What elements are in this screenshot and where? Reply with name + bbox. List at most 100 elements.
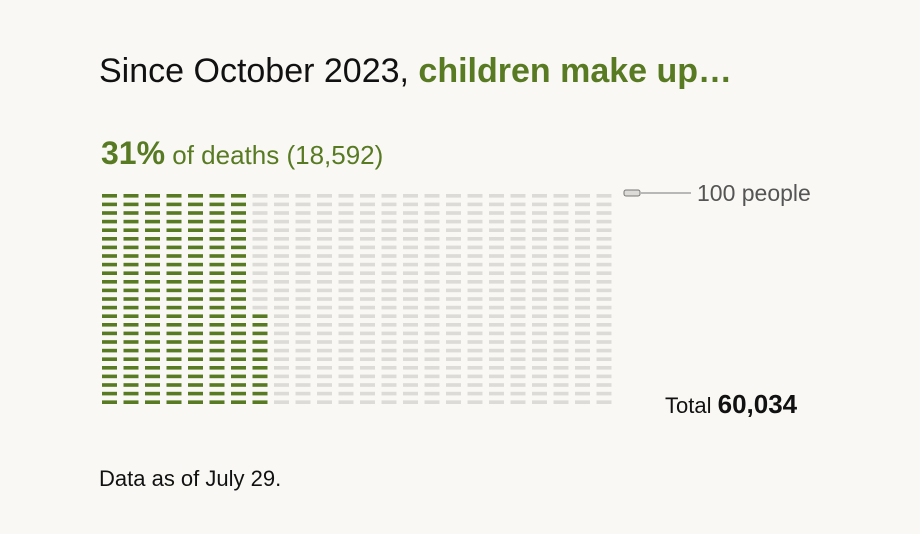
waffle-cell-other [553, 202, 569, 207]
waffle-cell-other [295, 271, 311, 275]
waffle-cell-other [596, 305, 612, 310]
subtitle-percent: 31% [101, 135, 166, 171]
waffle-cell-other [467, 314, 483, 318]
waffle-cell-other [403, 254, 418, 258]
waffle-cell-other [338, 374, 354, 379]
waffle-cell-other [467, 357, 483, 361]
waffle-cell-other [553, 366, 569, 370]
waffle-cell-other [553, 348, 569, 353]
waffle-cell-other [532, 366, 547, 370]
subtitle-rest: of deaths (18,592) [165, 140, 384, 170]
waffle-cell-children [188, 280, 203, 284]
waffle-cell-children [123, 391, 139, 396]
waffle-cell-other [553, 357, 569, 361]
waffle-cell-other [381, 366, 397, 370]
waffle-cell-other [489, 314, 504, 318]
waffle-cell-other [317, 348, 332, 353]
waffle-cell-other [532, 340, 547, 344]
waffle-cell-other [510, 237, 526, 241]
waffle-cell-other [510, 297, 526, 301]
waffle-cell-other [424, 262, 440, 267]
waffle-cell-other [274, 262, 289, 267]
waffle-cell-other [360, 391, 375, 396]
waffle-cell-children [188, 237, 203, 241]
waffle-cell-other [467, 400, 483, 404]
waffle-cell-other [424, 237, 440, 241]
waffle-cell-other [510, 323, 526, 327]
waffle-cell-other [446, 288, 461, 293]
waffle-cell-other [467, 288, 483, 293]
waffle-cell-other [596, 323, 612, 327]
waffle-cell-other [338, 297, 354, 301]
waffle-cell-other [360, 374, 375, 379]
waffle-cell-other [338, 271, 354, 275]
waffle-cell-children [209, 374, 225, 379]
waffle-cell-other [467, 391, 483, 396]
waffle-cell-other [489, 280, 504, 284]
waffle-cell-other [446, 305, 461, 310]
waffle-cell-other [532, 211, 547, 215]
waffle-cell-children [166, 194, 182, 198]
waffle-cell-other [467, 305, 483, 310]
waffle-cell-other [596, 219, 612, 224]
waffle-cell-other [317, 254, 332, 258]
waffle-cell-other [467, 374, 483, 379]
waffle-cell-other [489, 374, 504, 379]
waffle-cell-other [510, 288, 526, 293]
waffle-cell-other [317, 400, 332, 404]
waffle-cell-other [424, 305, 440, 310]
waffle-cell-children [102, 262, 117, 267]
waffle-cell-other [575, 357, 590, 361]
waffle-cell-children [102, 280, 117, 284]
total-value: 60,034 [717, 389, 798, 419]
waffle-cell-other [575, 237, 590, 241]
waffle-cell-other [596, 374, 612, 379]
waffle-cell-other [596, 357, 612, 361]
waffle-cell-other [295, 211, 311, 215]
waffle-cell-children [209, 400, 225, 404]
waffle-cell-other [575, 202, 590, 207]
waffle-cell-other [295, 357, 311, 361]
waffle-cell-other [424, 400, 440, 404]
waffle-cell-other [381, 211, 397, 215]
waffle-cell-other [403, 280, 418, 284]
waffle-cell-other [403, 357, 418, 361]
waffle-cell-other [489, 383, 504, 387]
waffle-cell-children [102, 254, 117, 258]
waffle-cell-other [510, 374, 526, 379]
waffle-cell-children [209, 228, 225, 232]
waffle-cell-other [489, 219, 504, 224]
waffle-cell-other [424, 297, 440, 301]
waffle-cell-other [467, 323, 483, 327]
waffle-cell-children [123, 366, 139, 370]
waffle-cell-other [252, 262, 268, 267]
waffle-cell-other [467, 348, 483, 353]
waffle-cell-other [532, 297, 547, 301]
waffle-cell-other [295, 314, 311, 318]
waffle-cell-other [403, 202, 418, 207]
waffle-cell-children [231, 288, 246, 293]
waffle-cell-other [446, 271, 461, 275]
waffle-cell-children [166, 254, 182, 258]
waffle-cell-children [145, 211, 160, 215]
waffle-cell-other [381, 262, 397, 267]
waffle-cell-other [489, 348, 504, 353]
waffle-cell-children [231, 366, 246, 370]
waffle-cell-other [274, 245, 289, 250]
waffle-cells [102, 194, 612, 404]
waffle-cell-other [381, 357, 397, 361]
waffle-cell-children [123, 271, 139, 275]
waffle-cell-other [489, 400, 504, 404]
waffle-cell-other [338, 400, 354, 404]
waffle-cell-other [295, 331, 311, 336]
waffle-cell-other [575, 348, 590, 353]
waffle-cell-other [467, 297, 483, 301]
waffle-cell-other [596, 314, 612, 318]
waffle-cell-other [317, 340, 332, 344]
waffle-cell-other [295, 323, 311, 327]
waffle-cell-other [553, 280, 569, 284]
waffle-cell-children [123, 323, 139, 327]
waffle-cell-children [231, 323, 246, 327]
waffle-cell-other [467, 383, 483, 387]
